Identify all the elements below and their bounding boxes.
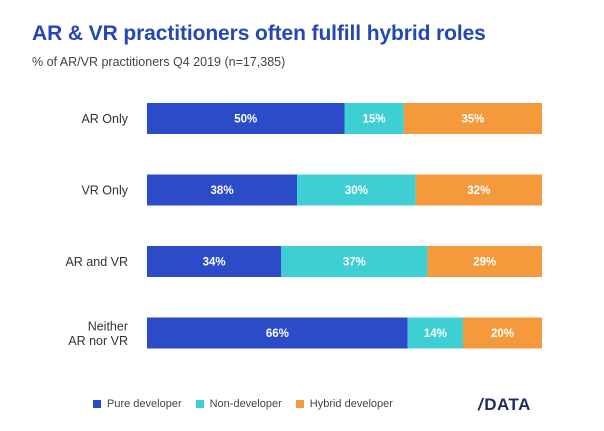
value-label-ar-only-hybrid-developer: 35%	[461, 114, 484, 126]
value-label-ar-only-pure-developer: 50%	[234, 114, 257, 126]
legend-swatch-hybrid-developer	[295, 400, 304, 408]
data-logo: /DATA	[478, 395, 531, 415]
value-label-vr-only-hybrid-developer: 32%	[467, 185, 490, 197]
chart-title: AR & VR practitioners often fulfill hybr…	[32, 22, 486, 45]
bar-ar-and-vr-hybrid-developer	[427, 246, 542, 277]
bar-ar-only-hybrid-developer	[403, 103, 542, 134]
legend-label-pure-developer: Pure developer	[107, 398, 182, 410]
category-label-ar-only: AR Only	[81, 112, 128, 126]
legend-label-non-developer: Non-developer	[209, 398, 282, 410]
legend: Pure developer Non-developer Hybrid deve…	[93, 398, 393, 410]
logo-slash-glyph: /	[478, 395, 484, 414]
bar-vr-only-hybrid-developer	[415, 174, 542, 206]
value-label-neither-ar-nor-vr-hybrid-developer: 20%	[491, 328, 514, 340]
category-label-neither-ar-nor-vr: Neither AR nor VR	[68, 319, 128, 348]
bar-neither-ar-nor-vr-non-developer	[407, 317, 463, 349]
value-label-vr-only-non-developer: 30%	[345, 185, 368, 197]
bar-ar-and-vr-non-developer	[281, 246, 428, 277]
bar-vr-only-non-developer	[297, 174, 416, 206]
value-label-ar-only-non-developer: 15%	[363, 114, 386, 126]
bar-neither-ar-nor-vr-pure-developer	[147, 317, 408, 349]
chart-subtitle: % of AR/VR practitioners Q4 2019 (n=17,3…	[32, 55, 286, 69]
bar-ar-and-vr-pure-developer	[147, 246, 282, 277]
legend-item-hybrid-developer: Hybrid developer	[295, 398, 393, 410]
category-label-vr-only: VR Only	[81, 184, 128, 198]
value-label-ar-and-vr-hybrid-developer: 29%	[473, 257, 496, 269]
bar-ar-only-pure-developer	[147, 103, 345, 134]
bar-ar-only-non-developer	[344, 103, 404, 134]
legend-item-pure-developer: Pure developer	[93, 398, 182, 410]
bar-neither-ar-nor-vr-hybrid-developer	[463, 317, 542, 349]
legend-swatch-non-developer	[195, 400, 204, 408]
value-label-vr-only-pure-developer: 38%	[211, 185, 234, 197]
value-label-ar-and-vr-pure-developer: 34%	[203, 257, 226, 269]
legend-swatch-pure-developer	[93, 400, 101, 408]
value-label-ar-and-vr-non-developer: 37%	[343, 257, 366, 269]
legend-item-non-developer: Non-developer	[195, 398, 282, 410]
value-label-neither-ar-nor-vr-non-developer: 14%	[424, 328, 447, 340]
value-label-neither-ar-nor-vr-pure-developer: 66%	[266, 328, 289, 340]
category-label-ar-and-vr: AR and VR	[65, 255, 128, 269]
bar-vr-only-pure-developer	[147, 174, 298, 206]
legend-label-hybrid-developer: Hybrid developer	[309, 398, 393, 410]
logo-text: DATA	[484, 395, 531, 414]
